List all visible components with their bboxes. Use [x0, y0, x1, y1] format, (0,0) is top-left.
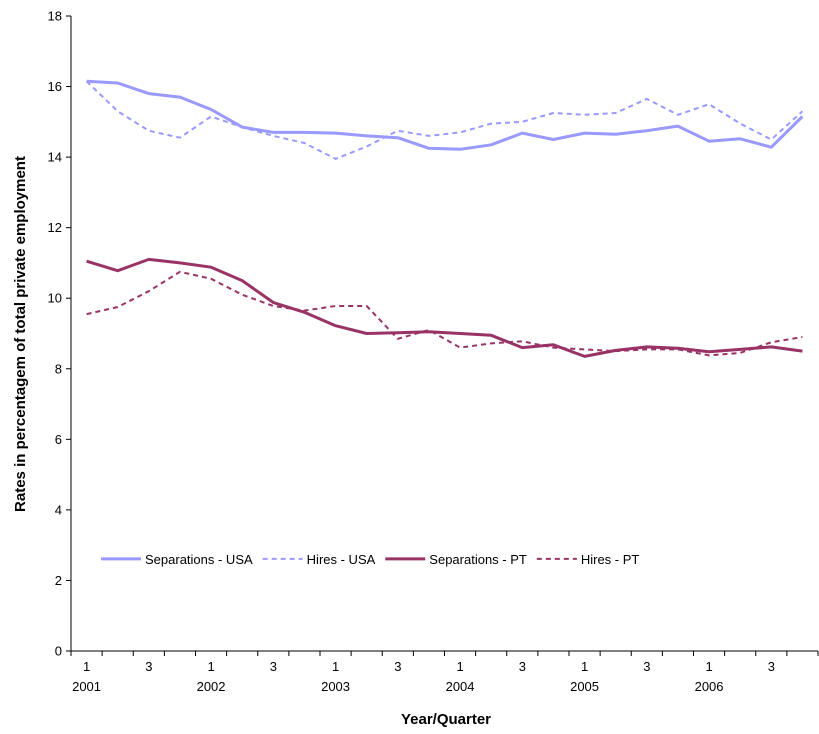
y-tick-label: 4 — [55, 502, 62, 517]
y-tick-label: 8 — [55, 361, 62, 376]
x-tick-label: 3 — [394, 659, 401, 674]
y-tick-label: 16 — [48, 79, 62, 94]
x-tick-label: 1 — [332, 659, 339, 674]
x-group-label: 2001 — [72, 679, 101, 694]
x-tick-label: 1 — [581, 659, 588, 674]
x-axis-title: Year/Quarter — [401, 711, 491, 728]
x-group-label: 2003 — [321, 679, 350, 694]
y-tick-label: 6 — [55, 432, 62, 447]
series-line — [86, 270, 803, 357]
y-tick-label: 10 — [48, 291, 62, 306]
x-tick-label: 1 — [83, 659, 90, 674]
x-group-label: 2005 — [570, 679, 599, 694]
x-tick-label: 1 — [207, 659, 214, 674]
legend-label: Separations - PT — [429, 552, 527, 567]
y-axis-title: Rates in percentagem of total private em… — [12, 156, 29, 512]
y-tick-label: 14 — [48, 150, 62, 165]
y-tick-label: 18 — [48, 9, 62, 24]
series-line — [86, 79, 804, 151]
x-group-label: 2006 — [695, 679, 724, 694]
y-tick-label: 12 — [48, 220, 62, 235]
series-line — [86, 257, 803, 358]
x-tick-label: 3 — [145, 659, 152, 674]
legend-label: Hires - USA — [307, 552, 376, 567]
x-tick-label: 1 — [705, 659, 712, 674]
legend-label: Hires - PT — [581, 552, 640, 567]
x-tick-label: 1 — [456, 659, 463, 674]
x-tick-label: 3 — [270, 659, 277, 674]
y-tick-label: 0 — [55, 644, 62, 659]
y-tick-label: 2 — [55, 573, 62, 588]
x-group-label: 2002 — [197, 679, 226, 694]
x-group-label: 2004 — [446, 679, 475, 694]
x-tick-label: 3 — [643, 659, 650, 674]
x-tick-label: 3 — [519, 659, 526, 674]
legend-label: Separations - USA — [145, 552, 253, 567]
series-line — [85, 80, 804, 160]
x-tick-label: 3 — [768, 659, 775, 674]
